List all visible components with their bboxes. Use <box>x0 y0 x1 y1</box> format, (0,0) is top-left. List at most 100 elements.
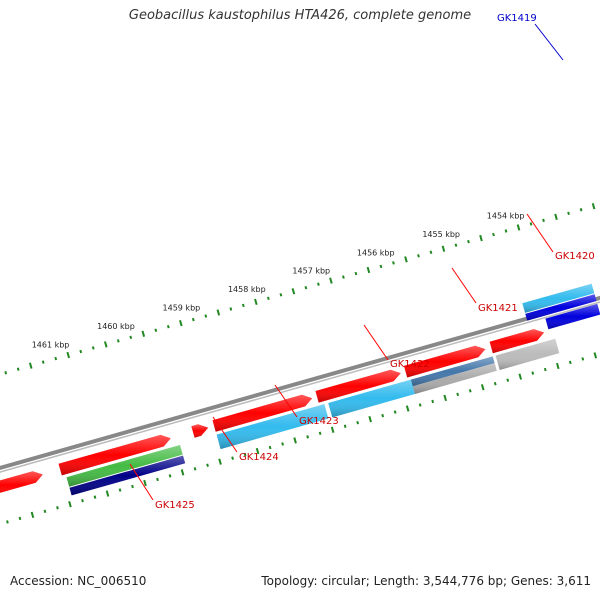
genome-summary-text: Topology: circular; Length: 3,544,776 bp… <box>261 574 591 588</box>
cds-gk1420 <box>489 329 545 354</box>
major-tick <box>593 352 598 359</box>
minor-tick <box>91 346 95 350</box>
minor-tick <box>379 264 383 269</box>
tick-label: 1455 kbp <box>422 230 460 239</box>
minor-tick <box>342 275 345 279</box>
blast-blue2-gk1419 <box>545 303 600 330</box>
genome-title: Geobacillus kaustophilus HTA426, complet… <box>128 8 472 23</box>
minor-tick <box>542 218 545 223</box>
blast-navy-gk1425 <box>69 455 186 496</box>
minor-tick <box>317 282 320 286</box>
gene-label-text: GK1425 <box>155 500 195 511</box>
gene-label-text: GK1419 <box>497 13 537 24</box>
cds-gk1421 <box>403 345 486 378</box>
minor-tick <box>266 296 270 301</box>
leader-line <box>363 324 389 361</box>
blast-navy-gk1425-shade <box>69 455 186 496</box>
major-tick <box>480 384 485 391</box>
major-tick <box>143 479 147 487</box>
minor-tick <box>579 208 583 212</box>
minor-tick <box>204 314 208 318</box>
accession-text: Accession: NC_006510 <box>10 574 147 588</box>
major-tick <box>441 245 446 252</box>
minor-tick <box>468 389 472 393</box>
major-tick <box>68 501 72 508</box>
gene-label-gk1420: GK1420 <box>526 213 595 262</box>
minor-tick <box>381 413 385 418</box>
blast-cyan-gk1422 <box>328 378 419 418</box>
minor-tick <box>154 328 158 332</box>
minor-tick <box>543 367 547 372</box>
cds-gk1422-shade <box>315 369 401 403</box>
blast-green-gk1425-shade <box>66 445 183 487</box>
minor-tick <box>356 420 360 425</box>
gene-label-gk1419: GK1419 <box>497 13 564 61</box>
minor-tick <box>531 371 535 375</box>
minor-tick <box>492 232 495 237</box>
minor-tick <box>279 293 283 297</box>
cds-gk1422 <box>315 369 401 403</box>
minor-tick <box>454 243 458 247</box>
tick-label: 1457 kbp <box>292 267 330 276</box>
minor-tick <box>268 445 272 450</box>
tick-label: 1458 kbp <box>228 285 266 294</box>
minor-tick <box>241 303 245 308</box>
minor-tick <box>41 360 45 364</box>
major-tick <box>404 256 408 263</box>
tick-label: 1459 kbp <box>163 304 201 313</box>
major-tick <box>105 490 110 497</box>
blast-cyan-gk1419-shade <box>522 283 595 313</box>
blast-blue-gk1419 <box>525 294 597 321</box>
cds-gk1424 <box>191 424 209 438</box>
major-tick <box>443 394 447 402</box>
blast-gray-gk1420 <box>495 338 560 370</box>
major-tick <box>591 203 596 210</box>
major-tick <box>479 234 483 242</box>
minor-tick <box>568 360 572 365</box>
leader-line <box>451 267 477 304</box>
major-tick <box>330 426 335 433</box>
blast-steel-gk1421 <box>410 356 495 387</box>
minor-tick <box>393 410 397 414</box>
minor-tick <box>467 239 470 244</box>
leader-line <box>274 384 298 418</box>
major-tick <box>66 351 71 359</box>
gene-label-gk1421: GK1421 <box>451 267 518 314</box>
tick-label: 1456 kbp <box>357 248 395 257</box>
cds-gk1424-shade <box>191 424 209 438</box>
minor-tick <box>168 474 172 478</box>
minor-tick <box>6 520 9 524</box>
minor-tick <box>118 488 122 492</box>
minor-tick <box>431 399 435 404</box>
minor-tick <box>392 261 395 265</box>
blast-green-gk1425 <box>66 445 183 487</box>
minor-tick <box>306 435 309 439</box>
major-tick <box>329 277 333 284</box>
minor-tick <box>56 506 59 510</box>
gene-label-gk1424: GK1424 <box>212 416 279 463</box>
blast-gray-gk1421-shade <box>412 363 497 394</box>
cds-gk1423 <box>212 394 313 432</box>
major-tick <box>516 224 521 231</box>
tick-label: 1454 kbp <box>487 212 525 221</box>
minor-tick <box>166 324 170 329</box>
cds-gk1420-shade <box>489 329 545 354</box>
major-tick <box>216 309 221 316</box>
major-tick <box>555 362 560 370</box>
blast-blue2-gk1419-shade <box>545 303 600 330</box>
minor-tick <box>506 378 510 382</box>
minor-tick <box>79 349 83 354</box>
major-tick <box>518 373 523 380</box>
minor-tick <box>456 392 460 397</box>
feature-tracks <box>0 283 600 496</box>
leader-line <box>534 23 564 61</box>
minor-tick <box>567 211 570 216</box>
minor-tick <box>131 484 134 489</box>
minor-tick <box>529 222 533 226</box>
minor-tick <box>191 317 195 322</box>
blast-cyan-gk1422-shade <box>328 378 419 418</box>
blast-cyan-gk1419 <box>522 283 595 313</box>
gene-label-text: GK1422 <box>390 359 430 370</box>
blast-gray-gk1421 <box>412 363 497 394</box>
